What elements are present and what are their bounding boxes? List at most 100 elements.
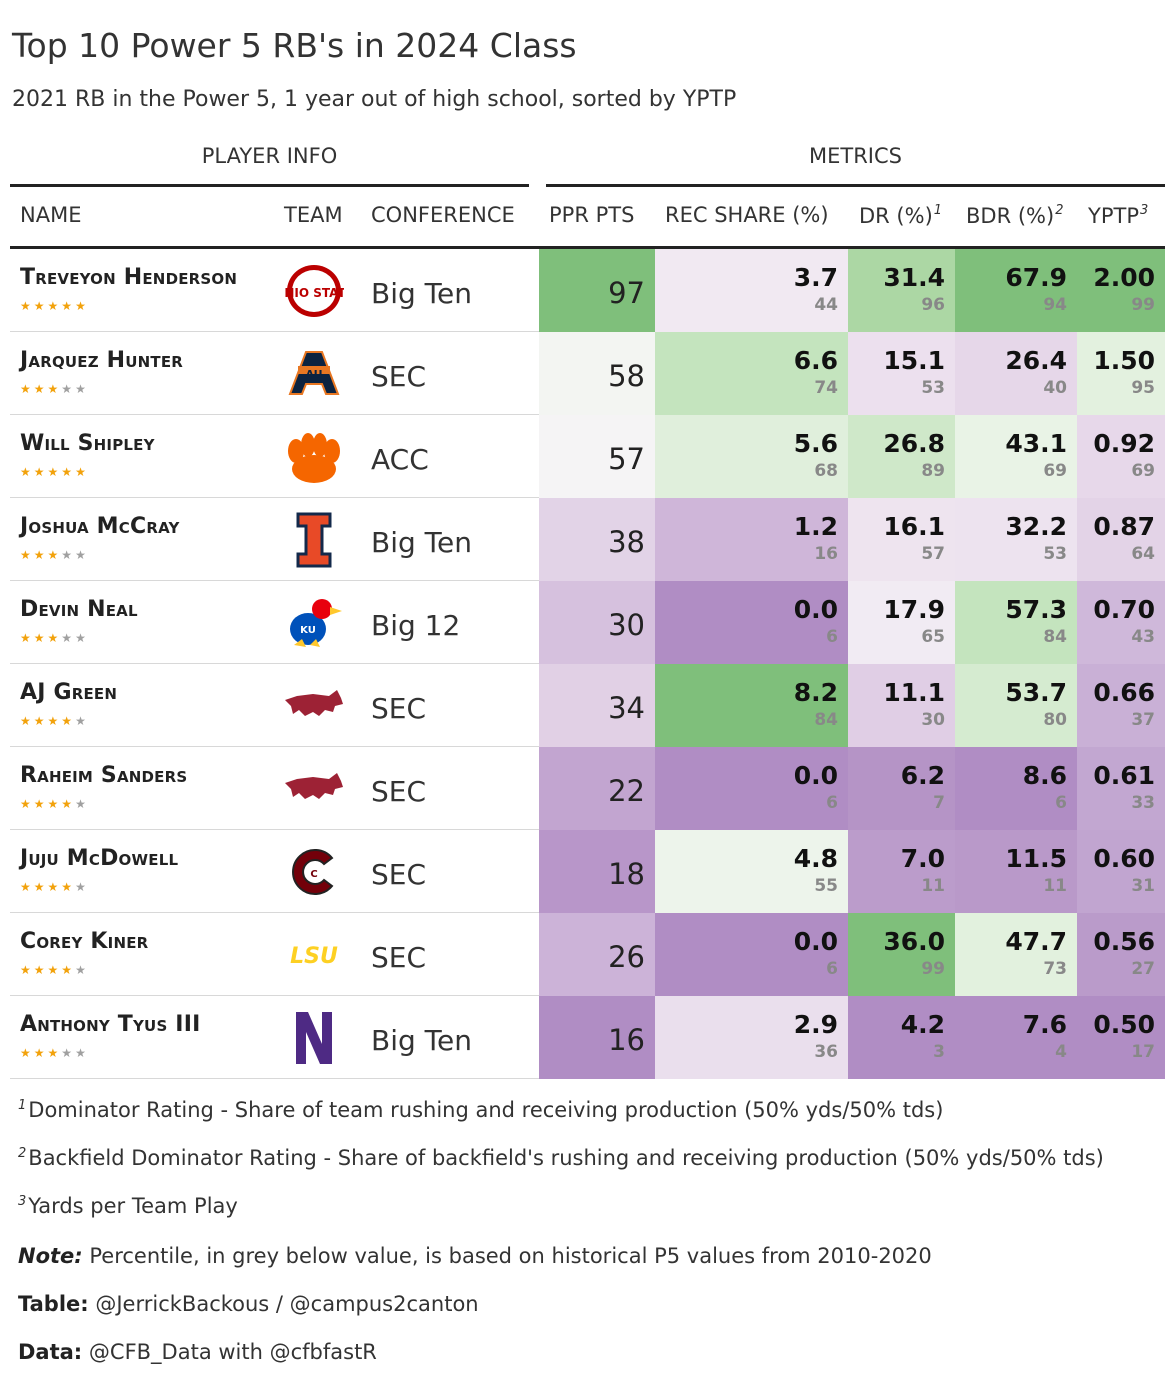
star-icon: ★ xyxy=(47,963,62,977)
northwestern-logo: N xyxy=(282,1006,346,1070)
spanner-rule-metrics xyxy=(546,184,1165,187)
star-rating: ★★★★★ xyxy=(20,382,89,396)
bdr-cell: 57.3 84 xyxy=(955,581,1077,664)
star-rating: ★★★★★ xyxy=(20,299,89,313)
star-icon: ★ xyxy=(20,963,34,977)
star-icon: ★ xyxy=(20,714,34,728)
rec-percentile: 55 xyxy=(814,876,838,896)
star-icon: ★ xyxy=(75,714,89,728)
footnote-1-text: Dominator Rating - Share of team rushing… xyxy=(28,1098,944,1122)
col-header-rec-share: REC SHARE (%) xyxy=(665,203,829,227)
dr-value: 17.9 xyxy=(883,595,945,624)
yptp-cell: 0.50 17 xyxy=(1077,996,1165,1079)
star-icon: ★ xyxy=(61,880,76,894)
star-rating: ★★★★★ xyxy=(20,714,89,728)
col-header-yptp-sup: 3 xyxy=(1139,203,1149,218)
yptp-percentile: 43 xyxy=(1131,627,1155,647)
col-header-bdr-label: BDR (%) xyxy=(966,204,1055,228)
dr-cell: 31.4 96 xyxy=(848,249,955,332)
yptp-value: 0.70 xyxy=(1093,595,1155,624)
dr-value: 31.4 xyxy=(883,263,945,292)
star-icon: ★ xyxy=(20,1046,34,1060)
table-row: Joshua McCray ★★★★★ I Big Ten 38 1.2 16 16.1 57 3… xyxy=(10,498,1165,581)
star-icon: ★ xyxy=(75,1046,89,1060)
rec-value: 0.0 xyxy=(793,595,838,624)
ppr-cell: 22 xyxy=(539,747,655,830)
star-rating: ★★★★★ xyxy=(20,548,89,562)
star-icon: ★ xyxy=(20,548,34,562)
dr-value: 36.0 xyxy=(883,927,945,956)
lsu-logo: LSU xyxy=(282,923,346,987)
yptp-value: 0.61 xyxy=(1093,761,1155,790)
row-divider xyxy=(10,663,539,664)
star-rating: ★★★★★ xyxy=(20,963,89,977)
south-carolina-logo-text: C xyxy=(310,869,317,880)
dr-value: 6.2 xyxy=(900,761,945,790)
yptp-percentile: 31 xyxy=(1131,876,1155,896)
bdr-percentile: 53 xyxy=(1043,544,1067,564)
rec-percentile: 6 xyxy=(826,959,838,979)
dr-cell: 15.1 53 xyxy=(848,332,955,415)
yptp-cell: 1.50 95 xyxy=(1077,332,1165,415)
dr-cell: 17.9 65 xyxy=(848,581,955,664)
ppr-value: 16 xyxy=(608,1023,645,1057)
yptp-value: 0.87 xyxy=(1093,512,1155,541)
row-divider xyxy=(10,746,539,747)
bdr-percentile: 11 xyxy=(1043,876,1067,896)
ppr-cell: 38 xyxy=(539,498,655,581)
dr-percentile: 65 xyxy=(921,627,945,647)
ppr-cell: 30 xyxy=(539,581,655,664)
star-icon: ★ xyxy=(47,548,62,562)
spanner-player-info: PLAYER INFO xyxy=(201,144,338,168)
rec-value: 6.6 xyxy=(793,346,838,375)
rec-percentile: 6 xyxy=(826,627,838,647)
arkansas-logo xyxy=(282,757,346,821)
yptp-value: 0.66 xyxy=(1093,678,1155,707)
rec-cell: 8.2 84 xyxy=(655,664,848,747)
ohio-state-logo-text: OHIO STATE xyxy=(284,286,344,300)
ohio-state-logo: OHIO STATE xyxy=(282,259,346,323)
header-rule xyxy=(10,246,1165,249)
northwestern-logo-text: N xyxy=(314,1041,315,1043)
table-row: Devin Neal ★★★★★ KU Big 12 30 0.0 6 17.9 65 57.3 8… xyxy=(10,581,1165,664)
footnote-2-mark: 2 xyxy=(18,1146,27,1161)
star-icon: ★ xyxy=(20,880,34,894)
rec-percentile: 44 xyxy=(814,295,838,315)
ppr-cell: 34 xyxy=(539,664,655,747)
auburn-logo: AU xyxy=(282,342,346,406)
footnote-2: 2Backfield Dominator Rating - Share of b… xyxy=(18,1146,1104,1170)
yptp-value: 1.50 xyxy=(1093,346,1155,375)
star-rating: ★★★★★ xyxy=(20,631,89,645)
bdr-cell: 53.7 80 xyxy=(955,664,1077,747)
bdr-cell: 32.2 53 xyxy=(955,498,1077,581)
star-icon: ★ xyxy=(47,1046,62,1060)
ppr-cell: 97 xyxy=(539,249,655,332)
table-row: Treveyon Henderson★★★★★OHIO STATEBig Ten… xyxy=(10,249,1165,332)
rec-value: 5.6 xyxy=(793,429,838,458)
col-header-yptp-label: YPTP xyxy=(1088,204,1139,228)
star-icon: ★ xyxy=(61,299,76,313)
ppr-cell: 16 xyxy=(539,996,655,1079)
bdr-percentile: 73 xyxy=(1043,959,1067,979)
kansas-logo: KU xyxy=(282,591,346,655)
yptp-value: 0.50 xyxy=(1093,1010,1155,1039)
rec-cell: 4.8 55 xyxy=(655,830,848,913)
star-icon: ★ xyxy=(20,797,34,811)
star-icon: ★ xyxy=(61,963,76,977)
yptp-percentile: 64 xyxy=(1131,544,1155,564)
yptp-cell: 0.61 33 xyxy=(1077,747,1165,830)
col-header-dr: DR (%)1 xyxy=(859,203,942,228)
conference: Big Ten xyxy=(371,526,472,559)
star-icon: ★ xyxy=(75,548,89,562)
dr-value: 11.1 xyxy=(883,678,945,707)
yptp-percentile: 27 xyxy=(1131,959,1155,979)
star-icon: ★ xyxy=(47,299,62,313)
rec-percentile: 74 xyxy=(814,378,838,398)
yptp-percentile: 37 xyxy=(1131,710,1155,730)
col-header-bdr: BDR (%)2 xyxy=(966,203,1063,228)
player-name: Anthony Tyus III xyxy=(20,1012,201,1037)
bdr-percentile: 69 xyxy=(1043,461,1067,481)
ppr-cell: 57 xyxy=(539,415,655,498)
auburn-logo-text: AU xyxy=(305,368,322,381)
star-icon: ★ xyxy=(33,465,48,479)
